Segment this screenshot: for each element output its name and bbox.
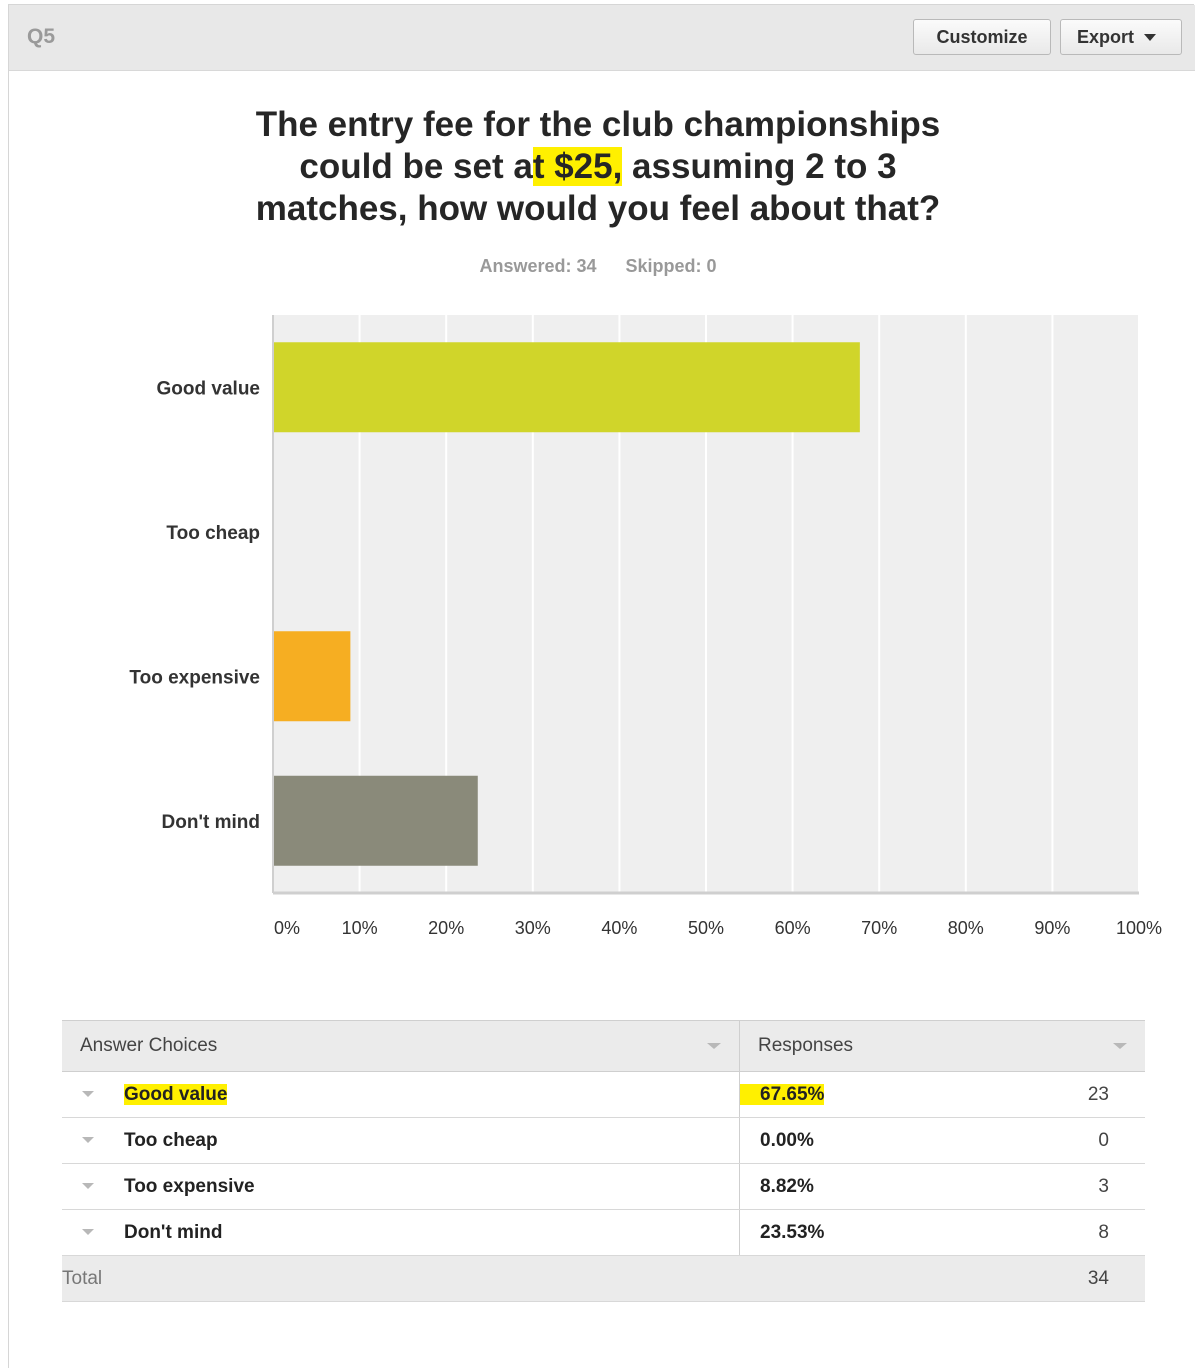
x-tick-label: 20% [428,918,464,938]
skipped-count: Skipped: 0 [625,256,717,276]
expand-caret-icon[interactable] [82,1229,94,1236]
choice-cell: Good value [62,1071,740,1118]
response-cell: 8.82% 3 [739,1163,1145,1210]
sort-caret-icon[interactable] [707,1043,721,1049]
choice-label: Too expensive [124,1175,255,1197]
x-tick-label: 40% [601,918,637,938]
x-tick-label: 30% [515,918,551,938]
choice-cell: Too cheap [62,1117,740,1164]
response-percent: 23.53% [760,1221,825,1243]
chevron-down-icon [1144,34,1157,42]
response-percent: 8.82% [760,1175,814,1197]
expand-caret-icon[interactable] [82,1183,94,1190]
response-count: 0 [1098,1129,1109,1151]
x-tick-label: 50% [688,918,724,938]
response-cell: 0.00% 0 [739,1117,1145,1164]
x-tick-label: 80% [948,918,984,938]
choice-cell: Don't mind [62,1209,740,1256]
question-title-part2: assuming 2 to 3 matches, how would you f… [255,147,941,228]
x-tick-label: 0% [274,918,300,938]
total-count: 34 [1087,1267,1109,1289]
bar-chart: 0% 10% 20% 30% 40% 50% 60% 70% 80% 90% 100% Good va… [129,315,1162,938]
response-cell: 23.53% 8 [739,1209,1145,1256]
total-row: Total 34 [62,1255,1145,1302]
answer-choices-header-label: Answer Choices [80,1035,218,1056]
question-header-bar: Q5 Customize Export [9,5,1195,71]
answered-count: Answered: 34 [479,256,597,276]
x-tick-label: 100% [1116,918,1162,938]
bar [274,775,478,866]
question-title-part1: The entry fee for the club championships… [255,105,941,186]
table-row: Too cheap 0.00% 0 [62,1117,1145,1164]
expand-caret-icon[interactable] [82,1137,94,1144]
response-count: 8 [1098,1221,1109,1243]
answer-choices-header[interactable]: Answer Choices [62,1020,740,1072]
x-tick-label: 60% [775,918,811,938]
table-row: Too expensive 8.82% 3 [62,1163,1145,1210]
responses-header[interactable]: Responses [739,1020,1145,1072]
expand-caret-icon[interactable] [82,1091,94,1098]
response-percent: 67.65% [740,1083,825,1105]
bar [274,342,860,433]
question-title: The entry fee for the club championships… [228,104,968,230]
x-tick-label: 10% [342,918,378,938]
y-category-label: Too cheap [166,523,260,544]
x-tick-label: 70% [861,918,897,938]
response-count: 3 [1098,1175,1109,1197]
responses-header-label: Responses [758,1035,854,1056]
table-row: Good value 67.65% 23 [62,1071,1145,1118]
x-tick-label: 90% [1034,918,1070,938]
response-percent: 0.00% [760,1129,814,1151]
response-count: 23 [1087,1083,1109,1105]
choice-label: Good value [124,1083,228,1105]
response-cell: 67.65% 23 [739,1071,1145,1118]
total-count-cell: 34 [739,1255,1145,1302]
table-header-row: Answer Choices Responses [62,1020,1145,1072]
choice-label: Too cheap [124,1129,218,1151]
export-button[interactable]: Export [1060,19,1182,55]
customize-button[interactable]: Customize [913,19,1051,55]
total-label: Total [62,1255,740,1302]
choice-cell: Too expensive [62,1163,740,1210]
y-category-label: Good value [157,378,260,399]
export-label: Export [1077,26,1135,47]
y-category-label: Too expensive [129,667,260,688]
sort-caret-icon[interactable] [1113,1043,1127,1049]
response-stats: Answered: 34 Skipped: 0 [0,256,1196,277]
question-number: Q5 [27,25,56,48]
question-title-highlight: t $25, [532,147,623,186]
responses-table: Answer Choices Responses Good value 67.6… [62,1020,1145,1302]
table-row: Don't mind 23.53% 8 [62,1209,1145,1256]
bar [274,631,351,722]
choice-label: Don't mind [124,1221,223,1243]
y-category-label: Don't mind [162,812,260,833]
